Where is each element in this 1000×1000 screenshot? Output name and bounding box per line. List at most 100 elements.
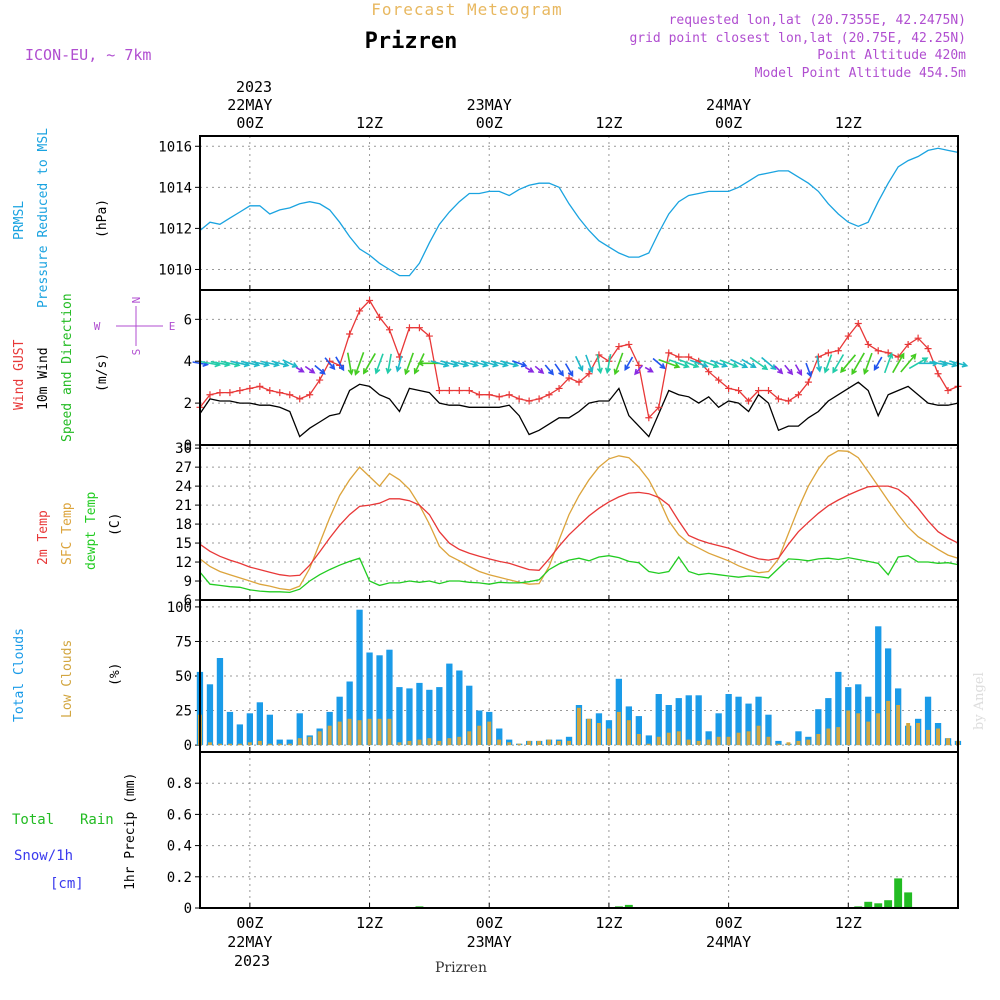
- temp2m-series-line: [199, 485, 959, 577]
- wind-arrow-66: [851, 352, 865, 376]
- pressure-ylabel-2: Pressure Reduced to MSL: [36, 128, 51, 308]
- gust-point-67: [864, 340, 872, 348]
- low-cloud-bar-10: [297, 738, 302, 746]
- total-cloud-bar-22: [416, 682, 423, 746]
- gust-point-40: [595, 351, 603, 359]
- wind-arrow-56: [749, 356, 769, 371]
- wind-arrow-48: [668, 359, 690, 369]
- low-cloud-bar-71: [906, 723, 911, 746]
- wind-arrow-70: [892, 352, 905, 374]
- total-cloud-bar-6: [256, 702, 263, 746]
- total-cloud-bar-50: [695, 695, 702, 745]
- total-cloud-bar-49: [685, 695, 692, 745]
- low-cloud-bar-7: [267, 743, 272, 746]
- low-cloud-bar-13: [327, 725, 332, 745]
- wind-arrow-59: [784, 364, 794, 376]
- bottom-hour-label-2: 00Z: [476, 914, 503, 932]
- wind-arrow-10: [295, 366, 305, 373]
- ytick-label-8: 30: [175, 441, 192, 457]
- low-cloud-bar-65: [846, 710, 851, 745]
- gust-point-12: [316, 376, 324, 384]
- low-cloud-bar-73: [926, 729, 930, 746]
- total-cloud-bar-53: [725, 694, 732, 746]
- gust-point-43: [625, 340, 633, 348]
- wind-arrow-25: [440, 360, 460, 368]
- ytick-label-1: 0.2: [167, 870, 192, 886]
- gust-point-68: [874, 347, 882, 355]
- gust-point-69: [884, 349, 892, 357]
- top-date-label-2: 23MAY: [467, 96, 512, 114]
- ytick-label-0: 0: [184, 738, 192, 754]
- total-cloud-bar-62: [815, 709, 822, 746]
- total-cloud-bar-51: [705, 731, 712, 746]
- total-cloud-bar-63: [825, 698, 832, 746]
- gust-point-51: [705, 368, 713, 376]
- gust-point-23: [425, 332, 433, 340]
- wind-ylabel-2: 10m Wind: [36, 347, 51, 410]
- total-cloud-bar-14: [336, 696, 343, 746]
- wind-arrow-35: [544, 364, 555, 376]
- top-year-label: 2023: [236, 78, 272, 96]
- wind-arrow-37: [564, 363, 574, 378]
- gust-point-75: [944, 387, 952, 395]
- total-cloud-bar-15: [346, 681, 353, 746]
- ytick-label-4: 0.8: [167, 776, 192, 792]
- wind-arrow-13: [324, 357, 336, 371]
- wind-arrow-19: [385, 353, 392, 375]
- wind-arrow-49: [679, 359, 700, 369]
- ytick-label-4: 100: [167, 600, 192, 616]
- gust-point-39: [585, 370, 593, 378]
- gust-point-44: [635, 361, 643, 369]
- gust-point-42: [615, 343, 623, 351]
- low-cloud-bar-30: [497, 739, 502, 746]
- ytick-label-5: 21: [175, 498, 192, 514]
- wind-arrow-40: [596, 354, 603, 375]
- low-cloud-bar-43: [626, 720, 631, 746]
- low-cloud-bar-16: [357, 720, 362, 746]
- low-cloud-bar-51: [706, 739, 711, 746]
- low-cloud-bar-40: [597, 723, 601, 746]
- pressure-unit: (hPa): [95, 199, 110, 238]
- total-cloud-bar-3: [226, 711, 234, 746]
- gust-point-22: [415, 324, 423, 332]
- wind-gust-series-line: [199, 299, 959, 420]
- low-cloud-bar-47: [666, 732, 671, 746]
- low-cloud-bar-68: [876, 713, 881, 746]
- low-cloud-bar-14: [337, 721, 342, 746]
- gust-point-37: [565, 374, 573, 382]
- low-cloud-bar-72: [916, 723, 920, 746]
- low-cloud-bar-62: [816, 734, 821, 746]
- ytick-label-1: 9: [184, 574, 192, 590]
- wind-arrow-20: [395, 355, 403, 373]
- total-cloud-bar-54: [735, 696, 742, 746]
- gust-point-11: [306, 391, 314, 399]
- total-cloud-bar-48: [675, 698, 682, 746]
- dewpt-series-line: [199, 555, 959, 594]
- clouds-ylabel-2: Low Clouds: [60, 640, 75, 718]
- wind-arrow-69: [883, 352, 894, 374]
- gust-point-9: [286, 391, 294, 399]
- total-cloud-bar-18: [376, 655, 383, 746]
- low-cloud-bar-19: [387, 718, 392, 746]
- wind-arrow-44: [634, 364, 644, 376]
- wind-arrow-32: [512, 360, 528, 368]
- ytick-label-7: 27: [175, 460, 192, 476]
- gust-point-6: [256, 382, 264, 390]
- pressure-panel: 1010 1012 1014 1016: [158, 135, 959, 291]
- total-cloud-bar-58: [775, 740, 782, 745]
- top-hour-label-2: 00Z: [476, 114, 503, 132]
- total-cloud-bar-47: [665, 705, 672, 746]
- total-cloud-bar-19: [386, 649, 393, 745]
- total-cloud-bar-1: [206, 684, 214, 746]
- gust-point-48: [675, 353, 683, 361]
- ytick-label-2: 0.4: [167, 839, 192, 855]
- low-cloud-bar-46: [656, 736, 661, 746]
- wind-arrow-21: [404, 352, 414, 376]
- requested-coords: requested lon,lat (20.7355E, 42.2475N): [669, 13, 966, 28]
- bottom-hour-label-0: 00Z: [236, 914, 263, 932]
- low-cloud-bar-75: [946, 738, 950, 746]
- gust-point-17: [366, 296, 374, 304]
- low-cloud-bar-36: [557, 740, 561, 745]
- wind-arrow-33: [524, 366, 535, 373]
- location-title: Prizren: [365, 29, 458, 54]
